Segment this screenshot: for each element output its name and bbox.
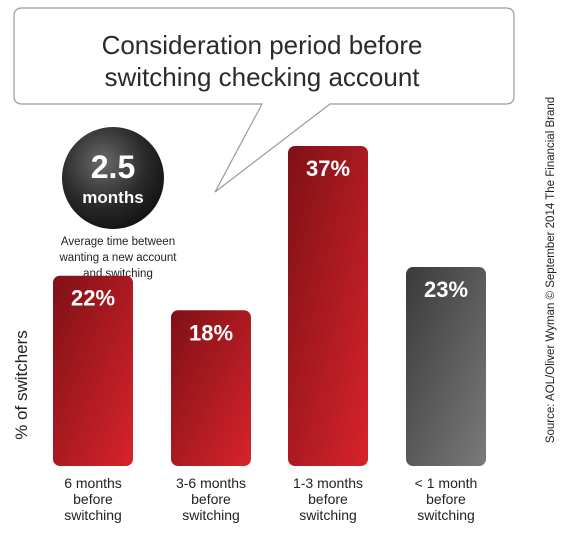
category-label-3-line-3: switching	[299, 507, 357, 523]
y-axis-label: % of switchers	[12, 330, 31, 440]
bar-value-label-3: 37%	[306, 156, 350, 181]
bar-3	[288, 145, 368, 466]
bar-value-label-2: 18%	[189, 320, 233, 345]
category-label-3-line-2: before	[308, 491, 348, 507]
average-time-unit: months	[82, 188, 143, 207]
category-label-4-line-3: switching	[417, 507, 475, 523]
average-time-description-line-2: wanting a new account	[59, 252, 178, 264]
bar-value-label-1: 22%	[71, 286, 115, 311]
category-label-2-line-1: 3-6 months	[176, 475, 246, 491]
average-time-value: 2.5	[91, 149, 135, 185]
source-note: Source: AOL/Oliver Wyman © September 201…	[545, 97, 557, 443]
category-label-3-line-1: 1-3 months	[293, 475, 363, 491]
chart-title-line-1: Consideration period before	[102, 30, 423, 60]
category-label-2-line-2: before	[191, 491, 231, 507]
bar-4	[406, 267, 486, 466]
bar-2	[171, 310, 251, 466]
category-label-1-line-3: switching	[64, 507, 122, 523]
category-label-4-line-1: < 1 month	[415, 475, 478, 491]
average-time-description-line-1: Average time between	[61, 236, 175, 248]
category-label-1-line-2: before	[73, 491, 113, 507]
average-time-circle	[62, 127, 164, 229]
bar-1	[53, 275, 133, 466]
title-speech-bubble	[13, 7, 515, 193]
chart-title-line-2: switching checking account	[104, 62, 420, 92]
category-label-4-line-2: before	[426, 491, 466, 507]
category-label-1-line-1: 6 months	[64, 475, 122, 491]
category-label-2-line-3: switching	[182, 507, 240, 523]
bar-value-label-4: 23%	[424, 277, 468, 302]
